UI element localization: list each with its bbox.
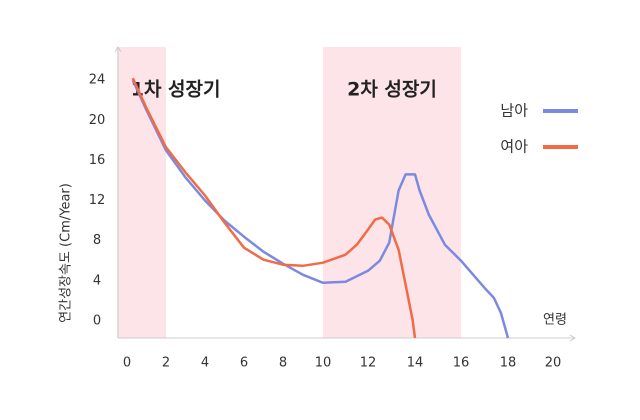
- y-tick-label: 12: [89, 193, 106, 208]
- y-tick-label: 20: [89, 113, 106, 128]
- legend-label: 여아: [500, 138, 528, 156]
- y-tick-label: 16: [89, 153, 106, 168]
- x-tick-label: 2: [162, 356, 170, 371]
- y-tick-label: 0: [93, 313, 101, 328]
- x-tick-label: 4: [201, 356, 209, 371]
- x-tick-label: 14: [407, 356, 424, 371]
- x-tick-label: 8: [279, 356, 287, 371]
- region-label: 2차 성장기: [347, 79, 437, 101]
- y-tick-label: 24: [89, 73, 106, 88]
- x-tick-label: 10: [315, 356, 332, 371]
- x-axis-label: 연령: [543, 313, 567, 328]
- x-tick-label: 16: [453, 356, 470, 371]
- y-axis-arrow: [114, 46, 122, 53]
- x-axis-arrow: [569, 334, 576, 342]
- x-tick-label: 6: [240, 356, 248, 371]
- region-label: 1차 성장기: [131, 79, 221, 101]
- y-tick-label: 8: [93, 233, 101, 248]
- line: [131, 79, 510, 339]
- x-tick-label: 12: [360, 356, 377, 371]
- legend-label: 남아: [500, 102, 528, 120]
- y-tick-label: 4: [93, 273, 101, 288]
- x-tick-label: 0: [123, 356, 131, 371]
- region: [323, 47, 461, 338]
- x-tick-label: 20: [545, 356, 562, 371]
- y-axis-label: 연간성장속도 (Cm/Year): [59, 183, 74, 323]
- line: [131, 77, 417, 339]
- x-tick-label: 18: [500, 356, 517, 371]
